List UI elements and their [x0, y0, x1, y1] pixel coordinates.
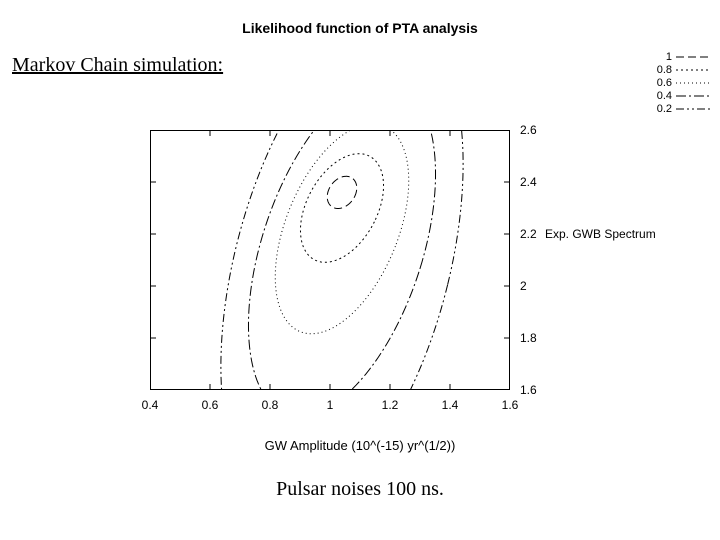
y-tick-label: 2.6	[520, 123, 537, 137]
legend-label: 0.4	[644, 90, 676, 102]
contour-plot	[150, 130, 510, 390]
legend-swatch	[676, 77, 710, 89]
y-tick-label: 1.6	[520, 383, 537, 397]
legend: 10.80.60.40.2	[644, 50, 710, 115]
legend-item: 0.6	[644, 76, 710, 89]
caption: Pulsar noises 100 ns.	[0, 478, 720, 501]
y-tick-label: 1.8	[520, 331, 537, 345]
x-tick-label: 0.8	[262, 398, 279, 412]
legend-label: 0.6	[644, 77, 676, 89]
legend-swatch	[676, 64, 710, 76]
y-axis-annotation: Exp. GWB Spectrum	[545, 227, 656, 241]
legend-swatch	[676, 90, 710, 102]
contour-0.4	[248, 130, 435, 390]
legend-item: 0.2	[644, 102, 710, 115]
x-tick-label: 1.4	[442, 398, 459, 412]
legend-item: 0.4	[644, 89, 710, 102]
contour-1	[327, 176, 357, 208]
y-tick-label: 2.4	[520, 175, 537, 189]
legend-label: 0.8	[644, 64, 676, 76]
x-tick-label: 0.4	[142, 398, 159, 412]
legend-swatch	[676, 51, 710, 63]
contour-0.6	[275, 130, 408, 334]
x-axis-title: GW Amplitude (10^(-15) yr^(1/2))	[0, 438, 720, 453]
x-tick-label: 1.6	[502, 398, 519, 412]
legend-label: 0.2	[644, 103, 676, 115]
x-tick-label: 1	[327, 398, 334, 412]
legend-label: 1	[644, 51, 676, 63]
x-tick-label: 0.6	[202, 398, 219, 412]
y-tick-label: 2.2	[520, 227, 537, 241]
section-heading: Markov Chain simulation:	[12, 54, 223, 77]
legend-swatch	[676, 103, 710, 115]
plot-svg	[150, 130, 510, 390]
contour-0.2	[221, 130, 463, 390]
legend-item: 1	[644, 50, 710, 63]
legend-item: 0.8	[644, 63, 710, 76]
chart-title: Likelihood function of PTA analysis	[0, 20, 720, 36]
x-tick-label: 1.2	[382, 398, 399, 412]
y-tick-label: 2	[520, 279, 527, 293]
